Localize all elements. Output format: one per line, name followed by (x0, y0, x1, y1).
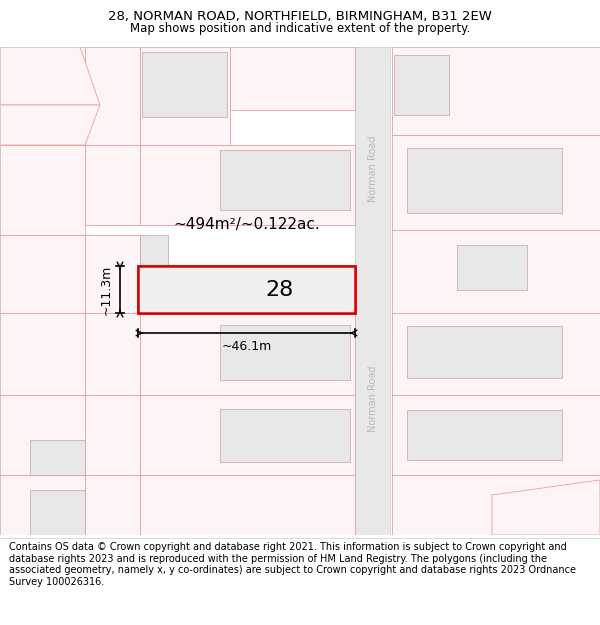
Bar (220, 409, 350, 462)
Text: Norman Road: Norman Road (367, 136, 377, 202)
Bar (138, 266, 355, 313)
Bar (0, 395, 85, 475)
Bar (392, 395, 600, 475)
Bar (407, 326, 562, 378)
Text: ~494m²/~0.122ac.: ~494m²/~0.122ac. (173, 216, 320, 231)
Bar (85, 395, 140, 475)
Text: Map shows position and indicative extent of the property.: Map shows position and indicative extent… (130, 22, 470, 35)
Bar (138, 266, 355, 313)
Bar (394, 55, 449, 115)
Bar (392, 230, 600, 313)
Bar (140, 47, 230, 145)
Text: ~46.1m: ~46.1m (221, 341, 272, 354)
Bar (30, 440, 85, 475)
Bar (0, 235, 85, 313)
Text: ~11.3m: ~11.3m (100, 264, 113, 314)
Bar (220, 150, 350, 210)
Bar (140, 475, 355, 535)
Polygon shape (0, 105, 100, 145)
Polygon shape (0, 47, 100, 105)
Bar (230, 47, 355, 110)
Text: 28, NORMAN ROAD, NORTHFIELD, BIRMINGHAM, B31 2EW: 28, NORMAN ROAD, NORTHFIELD, BIRMINGHAM,… (108, 11, 492, 23)
Text: 28: 28 (265, 279, 293, 299)
Bar (85, 235, 140, 313)
Polygon shape (492, 480, 600, 535)
Bar (30, 490, 85, 535)
Bar (220, 325, 350, 380)
Text: Contains OS data © Crown copyright and database right 2021. This information is : Contains OS data © Crown copyright and d… (9, 542, 576, 587)
Bar (355, 47, 390, 535)
Bar (0, 145, 85, 235)
Bar (142, 52, 227, 117)
Bar (392, 47, 600, 135)
Bar (140, 313, 355, 395)
Bar (392, 475, 600, 535)
Bar (407, 148, 562, 213)
Text: Norman Road: Norman Road (367, 365, 377, 432)
Bar (85, 145, 140, 225)
Bar (392, 313, 600, 395)
Bar (0, 47, 85, 145)
Bar (85, 475, 140, 535)
Bar (140, 395, 355, 475)
Bar (457, 245, 527, 290)
Bar (0, 475, 85, 535)
Bar (407, 410, 562, 460)
Bar (85, 47, 140, 145)
Bar (392, 135, 600, 230)
Bar (140, 145, 355, 225)
Bar (0, 313, 85, 395)
Bar (85, 313, 140, 395)
Bar (140, 235, 168, 273)
